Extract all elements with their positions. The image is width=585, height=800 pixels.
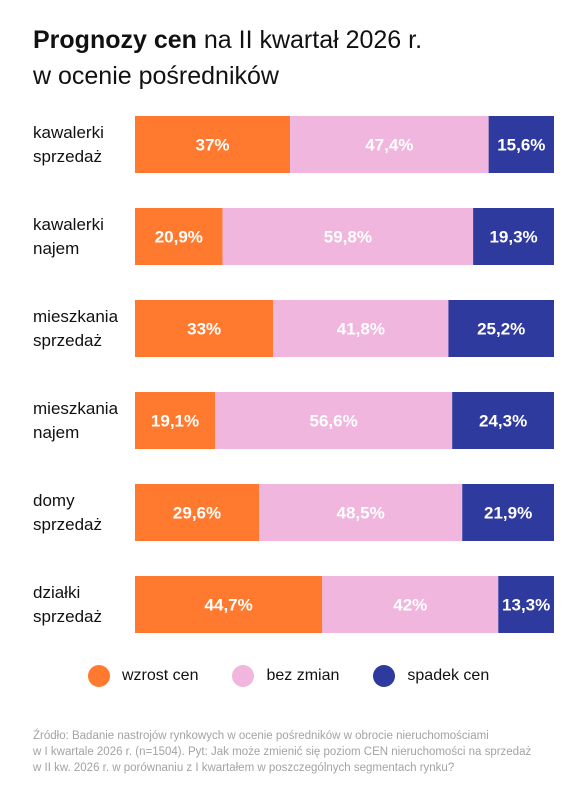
category-label: najem <box>33 423 79 442</box>
data-label: 42% <box>393 596 427 615</box>
category-label: domy <box>33 491 75 510</box>
category-label: sprzedaż <box>33 331 102 350</box>
data-label: 47,4% <box>365 136 413 155</box>
category-label: najem <box>33 239 79 258</box>
category-label: sprzedaż <box>33 607 102 626</box>
stacked-bar-chart: kawalerki sprzedaż 37% 47,4% 15,6% kawalerki n… <box>33 116 554 633</box>
category-label: kawalerki <box>33 215 104 234</box>
data-label: 15,6% <box>497 136 545 155</box>
legend-item-increase: wzrost cen <box>88 665 198 687</box>
bar-segment <box>448 300 554 357</box>
data-label: 20,9% <box>155 228 203 247</box>
data-label: 41,8% <box>337 320 385 339</box>
bar-segment <box>135 392 216 449</box>
bar-segment <box>215 392 453 449</box>
data-label: 59,8% <box>324 228 372 247</box>
bar-segment <box>290 116 489 173</box>
data-label: 19,1% <box>151 412 199 431</box>
legend-dot-no-change <box>232 665 255 687</box>
bar-segment <box>135 484 260 541</box>
legend-item-no-change: bez zmian <box>232 665 339 687</box>
category-label: działki <box>33 583 80 602</box>
bar-segment <box>498 576 554 633</box>
data-label: 24,3% <box>479 412 527 431</box>
bar-segment <box>222 208 474 265</box>
data-label: 29,6% <box>173 504 221 523</box>
bar-segment <box>322 576 499 633</box>
bar-segment <box>473 208 554 265</box>
source-line-2: w I kwartale 2026 r. (n=1504). Pyt: Jak … <box>33 746 532 758</box>
bar-segment <box>135 208 223 265</box>
data-label: 56,6% <box>310 412 358 431</box>
category-label: sprzedaż <box>33 515 102 534</box>
legend-dot-increase <box>88 665 110 687</box>
bar-segment <box>135 576 323 633</box>
legend-dot-decrease <box>373 665 396 687</box>
source-line-1: Źródło: Badanie nastrojów rynkowych w oc… <box>33 730 489 742</box>
bar-segment <box>135 116 291 173</box>
source-line-3: w II kw. 2026 r. w porównaniu z I kwarta… <box>33 762 455 774</box>
category-label: mieszkania <box>33 399 119 418</box>
chart-title-bold: Prognozy cen <box>33 26 197 54</box>
data-label: 37% <box>195 136 229 155</box>
data-label: 19,3% <box>489 228 537 247</box>
data-label: 25,2% <box>477 320 525 339</box>
data-label: 13,3% <box>502 596 550 615</box>
category-label: kawalerki <box>33 123 104 142</box>
legend-label-no-change: bez zmian <box>266 667 340 684</box>
legend-label-decrease: spadek cen <box>407 667 490 684</box>
chart-legend: wzrost cen bez zmian spadek cen <box>88 664 523 688</box>
bar-segment <box>273 300 449 357</box>
data-label: 33% <box>187 320 221 339</box>
bar-segment <box>135 300 274 357</box>
chart-subtitle: w ocenie pośredników <box>33 62 279 90</box>
bar-segment <box>452 392 554 449</box>
legend-item-decrease: spadek cen <box>373 665 489 687</box>
bar-segment <box>259 484 463 541</box>
chart-title-rest: na II kwartał 2026 r. <box>196 26 423 54</box>
category-label: sprzedaż <box>33 147 102 166</box>
data-label: 48,5% <box>337 504 385 523</box>
data-label: 44,7% <box>205 596 253 615</box>
bar-segment <box>462 484 554 541</box>
legend-label-increase: wzrost cen <box>122 667 199 684</box>
source-note: Źródło: Badanie nastrojów rynkowych w oc… <box>33 728 553 776</box>
chart-title: Prognozy cen na II kwartał 2026 r. w oce… <box>33 22 563 94</box>
bar-segment <box>488 116 554 173</box>
category-label: mieszkania <box>33 307 119 326</box>
data-label: 21,9% <box>484 504 532 523</box>
